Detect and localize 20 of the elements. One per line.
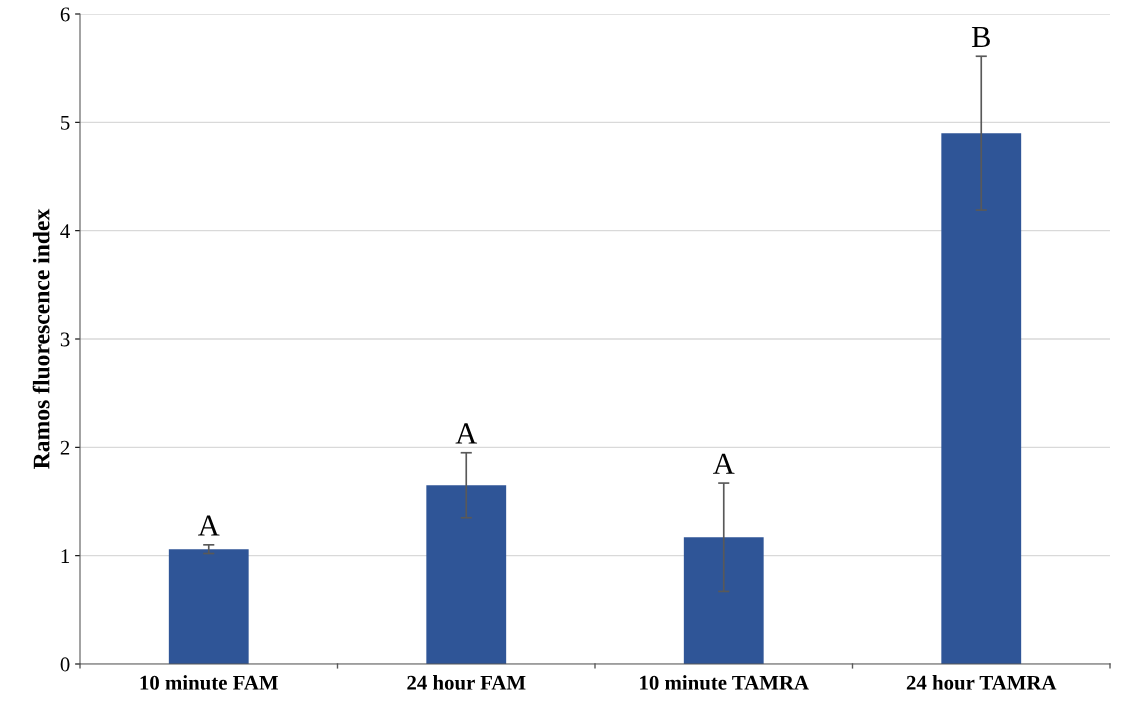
x-tick-label: 10 minute FAM bbox=[140, 675, 278, 690]
y-tick-label: 4 bbox=[60, 224, 70, 238]
y-axis-title: Ramos fluorescence index bbox=[32, 208, 50, 469]
annotation: A bbox=[713, 453, 735, 474]
y-tick-label: 2 bbox=[60, 440, 70, 455]
annotation: A bbox=[455, 423, 478, 444]
y-tick-label: 0 bbox=[60, 657, 70, 672]
annotation: A bbox=[198, 515, 220, 536]
y-tick-label: 3 bbox=[60, 332, 70, 347]
bar bbox=[683, 537, 764, 664]
x-tick-label: 24 hour FAM bbox=[407, 675, 526, 690]
bar bbox=[426, 485, 507, 664]
y-tick-label: 6 bbox=[60, 7, 70, 22]
y-tick-label: 1 bbox=[61, 549, 70, 563]
x-tick-label: 24 hour TAMRA bbox=[906, 675, 1057, 690]
x-tick-label: 10 minute TAMRA bbox=[640, 675, 809, 690]
y-tick-label: 5 bbox=[61, 115, 70, 130]
bar bbox=[941, 133, 1022, 664]
bar bbox=[168, 549, 249, 664]
annotation: B bbox=[971, 26, 990, 48]
